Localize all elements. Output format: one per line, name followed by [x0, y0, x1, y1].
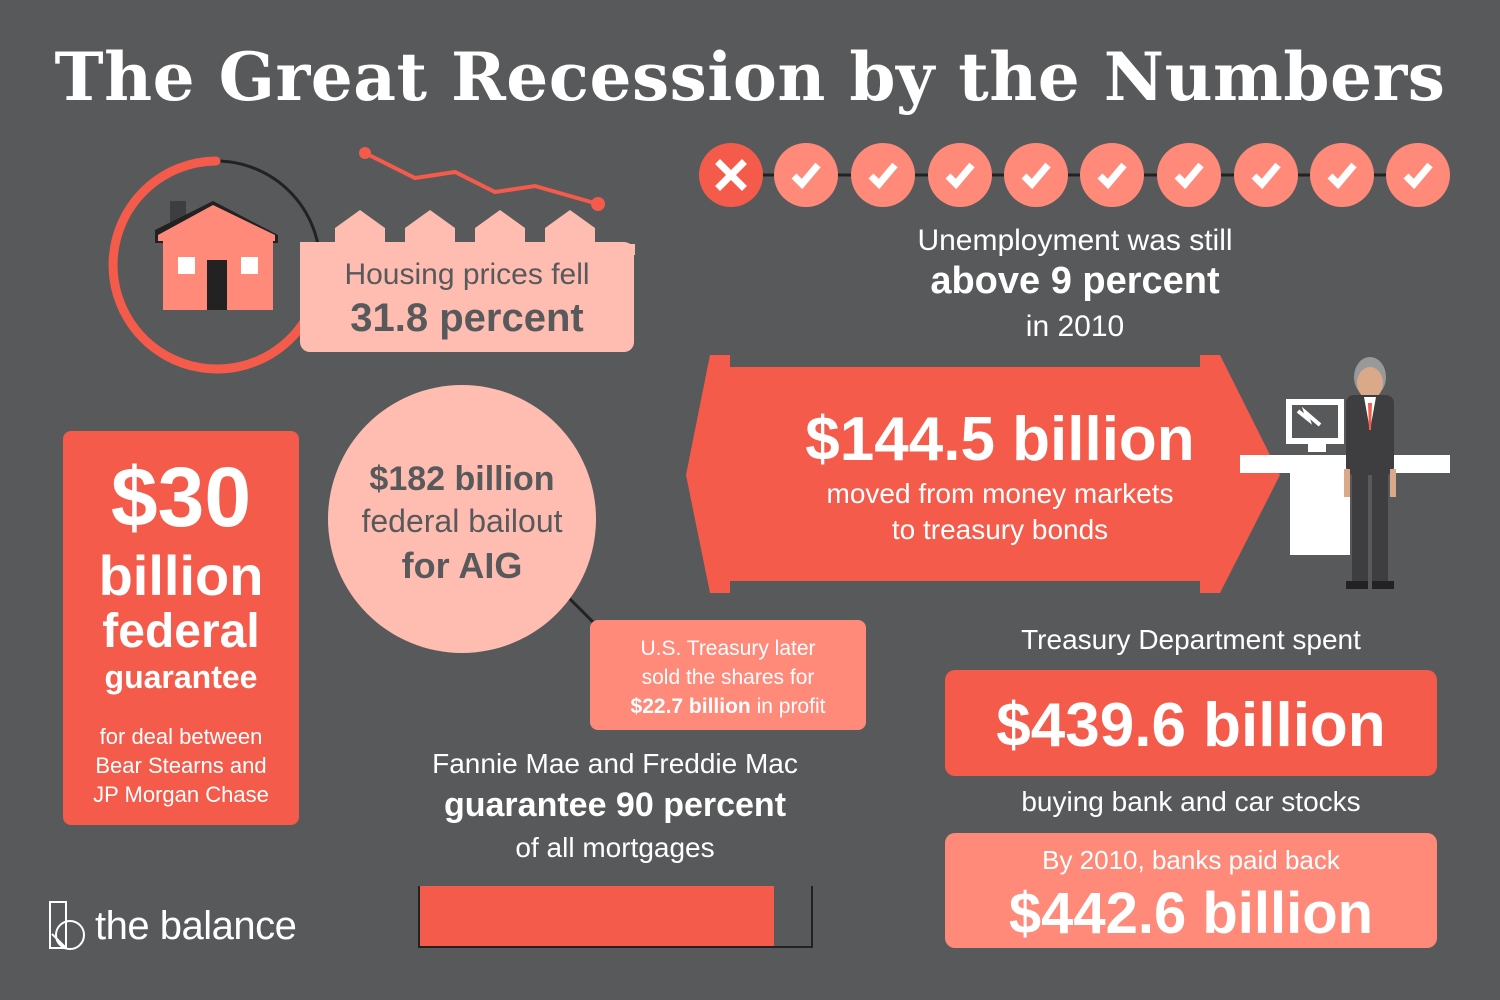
treasury-amount: $439.6 billion: [996, 691, 1386, 760]
treasury-amount-box: [945, 670, 1437, 776]
the-balance-logo-icon: [49, 901, 85, 950]
fannie-freddie-subtext: of all mortgages: [515, 832, 715, 863]
aig-note-text: U.S. Treasury later sold the shares for …: [630, 637, 826, 718]
housing-text: Housing prices fell: [344, 258, 590, 291]
payback-text: By 2010, banks paid back: [1042, 845, 1340, 875]
check-icon: [791, 162, 1433, 190]
double-arrow-banner: [686, 355, 1280, 593]
aig-note-box: [590, 620, 866, 730]
aig-amount: $182 billion: [369, 460, 555, 498]
treasury-text: Treasury Department spent: [1021, 624, 1361, 655]
bear-stearns-word-guarantee: guarantee: [104, 659, 258, 695]
businessman-with-falling-chart-icon: [1240, 357, 1450, 589]
bear-stearns-box: [63, 431, 299, 825]
payback-box: [945, 833, 1437, 948]
housing-stat: 31.8 percent: [350, 296, 584, 340]
fannie-freddie-stat: guarantee 90 percent: [443, 786, 787, 824]
treasury-subtext: buying bank and car stocks: [1021, 786, 1361, 817]
payback-amount: $442.6 billion: [1008, 881, 1374, 946]
declining-line-chart-icon: [335, 147, 635, 255]
mortgage-bar-frame: [418, 886, 813, 948]
fannie-freddie-text: Fannie Mae and Freddie Mac: [432, 748, 798, 779]
house-icon: [155, 201, 278, 310]
mortgage-bar-fill: [420, 886, 774, 946]
unemployment-indicator-row: [699, 143, 1450, 207]
brand-logo-text: the balance: [95, 904, 297, 948]
bear-stearns-desc: for deal between Bear Stearns and JP Mor…: [93, 724, 269, 807]
money-market-amount: $144.5 billion: [805, 405, 1195, 474]
x-icon: [699, 143, 763, 207]
unemployment-year: in 2010: [1025, 310, 1125, 343]
page-title: The Great Recession by the Numbers: [54, 38, 1446, 116]
unemployment-stat: above 9 percent: [930, 260, 1220, 302]
connector-line: [563, 592, 597, 626]
aig-company: for AIG: [401, 545, 523, 586]
unemployment-text: Unemployment was still: [917, 224, 1233, 257]
bear-stearns-word-billion: billion: [98, 544, 264, 607]
bear-stearns-amount: $30: [110, 450, 252, 544]
housing-label-box: [300, 242, 634, 352]
aig-profit-amount: $22.7 billion: [630, 695, 751, 718]
aig-circle: [328, 385, 596, 653]
money-market-desc: moved from money markets to treasury bon…: [826, 478, 1174, 545]
bear-stearns-word-federal: federal: [102, 605, 260, 658]
aig-desc: federal bailout: [361, 503, 563, 539]
